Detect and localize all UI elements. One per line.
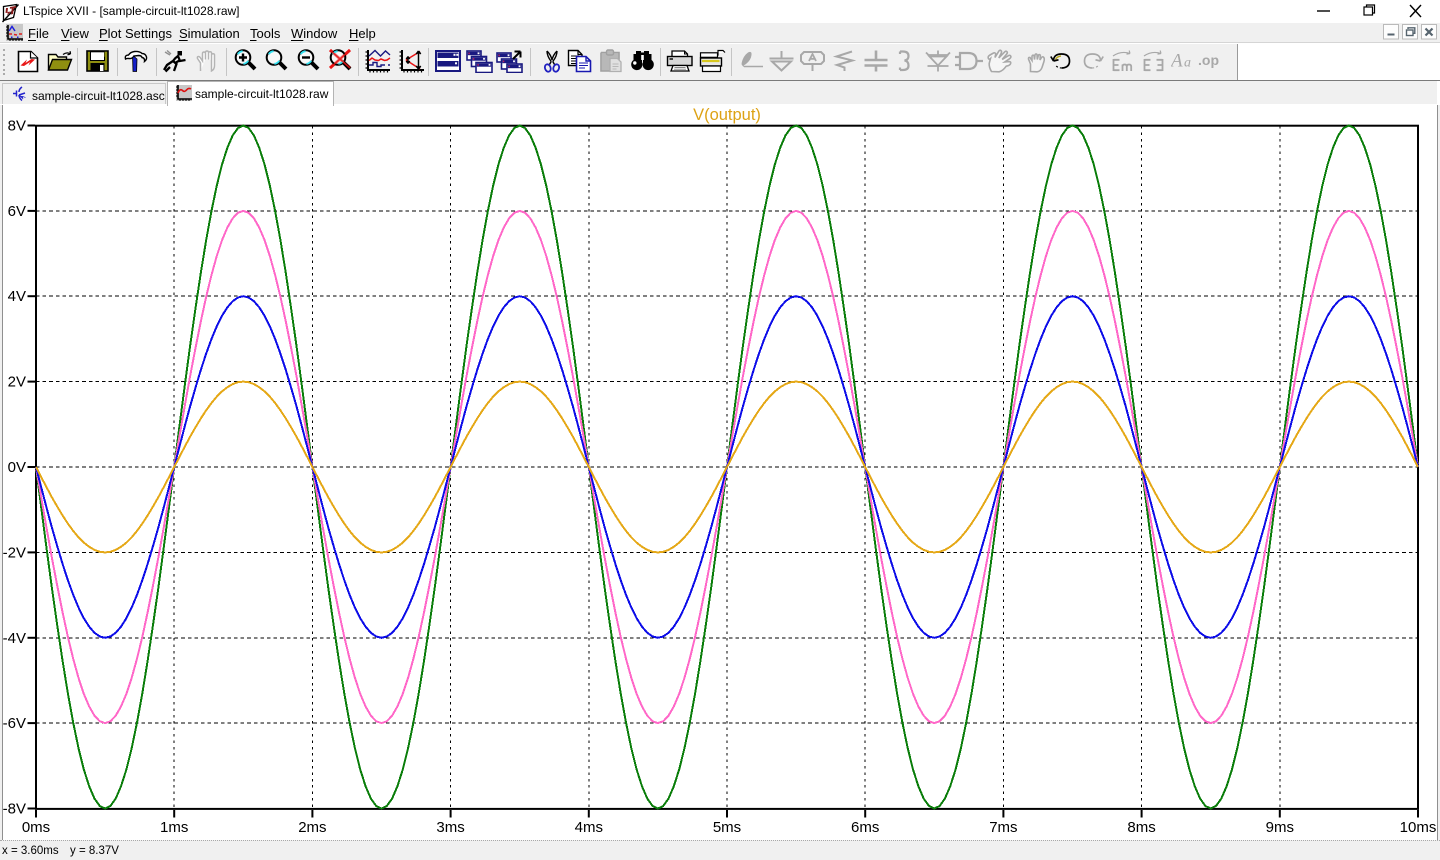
svg-text:7ms: 7ms bbox=[989, 819, 1017, 836]
svg-text:-2V: -2V bbox=[3, 544, 26, 561]
svg-text:a: a bbox=[1184, 56, 1191, 71]
svg-text:9ms: 9ms bbox=[1266, 819, 1294, 836]
svg-text:2ms: 2ms bbox=[298, 819, 326, 836]
svg-text:0V: 0V bbox=[8, 459, 26, 476]
svg-text:3ms: 3ms bbox=[436, 819, 464, 836]
svg-text:8ms: 8ms bbox=[1127, 819, 1155, 836]
svg-text:4ms: 4ms bbox=[575, 819, 603, 836]
svg-text:10ms: 10ms bbox=[1400, 819, 1437, 836]
svg-text:0ms: 0ms bbox=[22, 819, 50, 836]
svg-text:6ms: 6ms bbox=[851, 819, 879, 836]
svg-text:.op: .op bbox=[1198, 52, 1219, 68]
svg-text:8V: 8V bbox=[8, 118, 26, 135]
svg-text:A: A bbox=[1171, 51, 1183, 72]
svg-text:-6V: -6V bbox=[3, 715, 26, 732]
svg-text:5ms: 5ms bbox=[713, 819, 741, 836]
svg-text:V(output): V(output) bbox=[693, 106, 761, 124]
svg-text:1ms: 1ms bbox=[160, 819, 188, 836]
svg-text:2V: 2V bbox=[8, 374, 26, 391]
svg-text:-8V: -8V bbox=[3, 801, 26, 818]
svg-text:6V: 6V bbox=[8, 203, 26, 220]
svg-text:4V: 4V bbox=[8, 288, 26, 305]
svg-text:-4V: -4V bbox=[3, 630, 26, 647]
